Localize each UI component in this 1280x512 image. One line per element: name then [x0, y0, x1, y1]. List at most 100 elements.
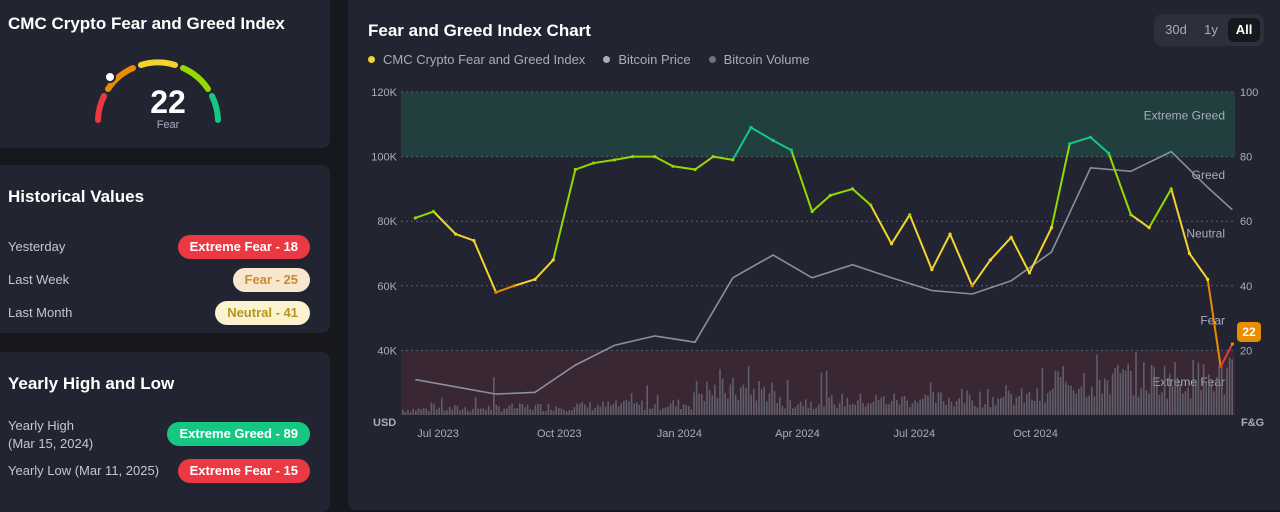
volume-bar: [1231, 359, 1233, 415]
fear-greed-segment: [851, 187, 872, 207]
y-axis-left-tick: 120K: [371, 87, 397, 99]
volume-bar: [846, 397, 849, 415]
gauge-segment-fear: [105, 65, 136, 92]
volume-bar: [940, 392, 942, 415]
fear-greed-point: [1009, 235, 1013, 239]
volume-bar: [937, 392, 940, 415]
volume-bar: [828, 397, 830, 415]
volume-bar: [589, 402, 591, 415]
volume-bar: [565, 411, 568, 415]
fear-greed-point: [512, 284, 516, 288]
volume-bar: [1098, 379, 1101, 415]
range-all-button[interactable]: All: [1228, 18, 1260, 42]
fear-greed-chart[interactable]: Extreme Greed Greed Neutral Fear Extreme Fea…: [0, 0, 1280, 499]
volume-bar: [1054, 371, 1057, 415]
volume-bar: [1135, 352, 1137, 415]
gauge-segment-extreme-fear: [95, 93, 107, 123]
range-30d-button[interactable]: 30d: [1165, 22, 1187, 37]
volume-bar: [1223, 394, 1226, 415]
volume-bar: [537, 403, 539, 415]
volume-bar: [1202, 364, 1205, 415]
fear-greed-segment: [869, 204, 893, 245]
volume-bar: [636, 402, 638, 415]
volume-bar: [576, 403, 578, 415]
legend-item-btc-price[interactable]: Bitcoin Price: [603, 52, 691, 67]
volume-bar: [474, 397, 477, 415]
bitcoin-price-line: [415, 150, 1233, 395]
x-axis-tick: Oct 2023: [537, 428, 582, 440]
volume-bar: [1228, 357, 1231, 415]
volume-bar: [623, 400, 625, 415]
volume-bar: [747, 366, 750, 415]
volume-bar: [864, 406, 867, 415]
volume-bar: [753, 388, 755, 415]
volume-bar: [867, 403, 869, 415]
volume-bar: [914, 400, 916, 415]
volume-bar: [1174, 362, 1176, 415]
volume-bar: [508, 405, 511, 415]
fear-greed-point: [948, 232, 952, 236]
volume-bar: [1088, 395, 1090, 415]
volume-bar: [805, 399, 807, 415]
fear-greed-segment: [1068, 136, 1092, 145]
volume-bar: [924, 394, 927, 415]
volume-bar: [958, 398, 960, 415]
volume-bar: [883, 396, 885, 415]
volume-bar: [823, 406, 825, 415]
volume-bar: [901, 396, 903, 415]
fear-greed-point: [771, 138, 775, 143]
volume-bar: [1189, 398, 1192, 415]
volume-bar: [586, 407, 589, 415]
volume-bar: [534, 405, 537, 415]
fear-greed-segment: [790, 149, 814, 213]
fear-greed-segment: [1148, 187, 1173, 229]
volume-bar: [719, 368, 721, 415]
volume-bar: [870, 403, 872, 415]
volume-bar: [1031, 399, 1033, 415]
fear-greed-segment: [472, 239, 497, 294]
legend-dot-icon: [708, 56, 716, 63]
legend-item-btc-volume[interactable]: Bitcoin Volume: [708, 52, 810, 67]
volume-bar: [558, 407, 560, 415]
volume-bar: [1041, 367, 1044, 415]
chart-card: Fear and Greed Index Chart 30d 1y All CM…: [348, 0, 1280, 510]
range-1y-button[interactable]: 1y: [1204, 22, 1218, 37]
legend-item-index[interactable]: CMC Crypto Fear and Greed Index: [368, 52, 585, 67]
volume-bar: [550, 409, 552, 415]
volume-bar: [1119, 373, 1122, 415]
volume-bar: [911, 403, 914, 415]
fear-greed-point: [828, 193, 832, 197]
time-range-selector: 30d 1y All: [1154, 14, 1264, 46]
volume-bar: [1080, 386, 1083, 415]
fear-greed-segment: [1010, 236, 1031, 274]
volume-bar: [1148, 393, 1150, 415]
gauge-segment-extreme-greed: [209, 93, 221, 123]
volume-bar: [810, 401, 812, 415]
volume-bar: [706, 381, 708, 415]
volume-bar: [584, 404, 586, 415]
volume-bar: [1065, 381, 1067, 415]
volume-bar: [703, 401, 706, 415]
index-value: 22: [150, 84, 186, 120]
fear-greed-gauge: [95, 59, 221, 123]
volume-bar: [833, 404, 836, 415]
legend-dot-icon: [603, 56, 611, 63]
historical-value-badge: Extreme Fear - 18: [177, 235, 310, 259]
yearly-high-label: Yearly High (Mar 15, 2024): [8, 417, 93, 453]
volume-bar: [1070, 385, 1072, 415]
volume-bar: [760, 389, 763, 415]
historical-row-yesterday: Yesterday Extreme Fear - 18: [8, 234, 310, 260]
volume-bar: [766, 401, 768, 415]
volume-bar: [555, 406, 557, 415]
volume-bar: [1210, 380, 1213, 415]
volume-bar: [974, 405, 976, 415]
volume-bar: [649, 408, 651, 415]
volume-bar: [664, 407, 667, 415]
volume-bar: [758, 381, 760, 415]
volume-bar: [682, 404, 685, 415]
volume-bar: [628, 401, 630, 415]
volume-bar: [820, 372, 823, 415]
volume-bar: [1166, 398, 1168, 415]
historical-values-card: Historical Values Yesterday Extreme Fear…: [0, 165, 330, 333]
fear-greed-point: [671, 164, 675, 168]
